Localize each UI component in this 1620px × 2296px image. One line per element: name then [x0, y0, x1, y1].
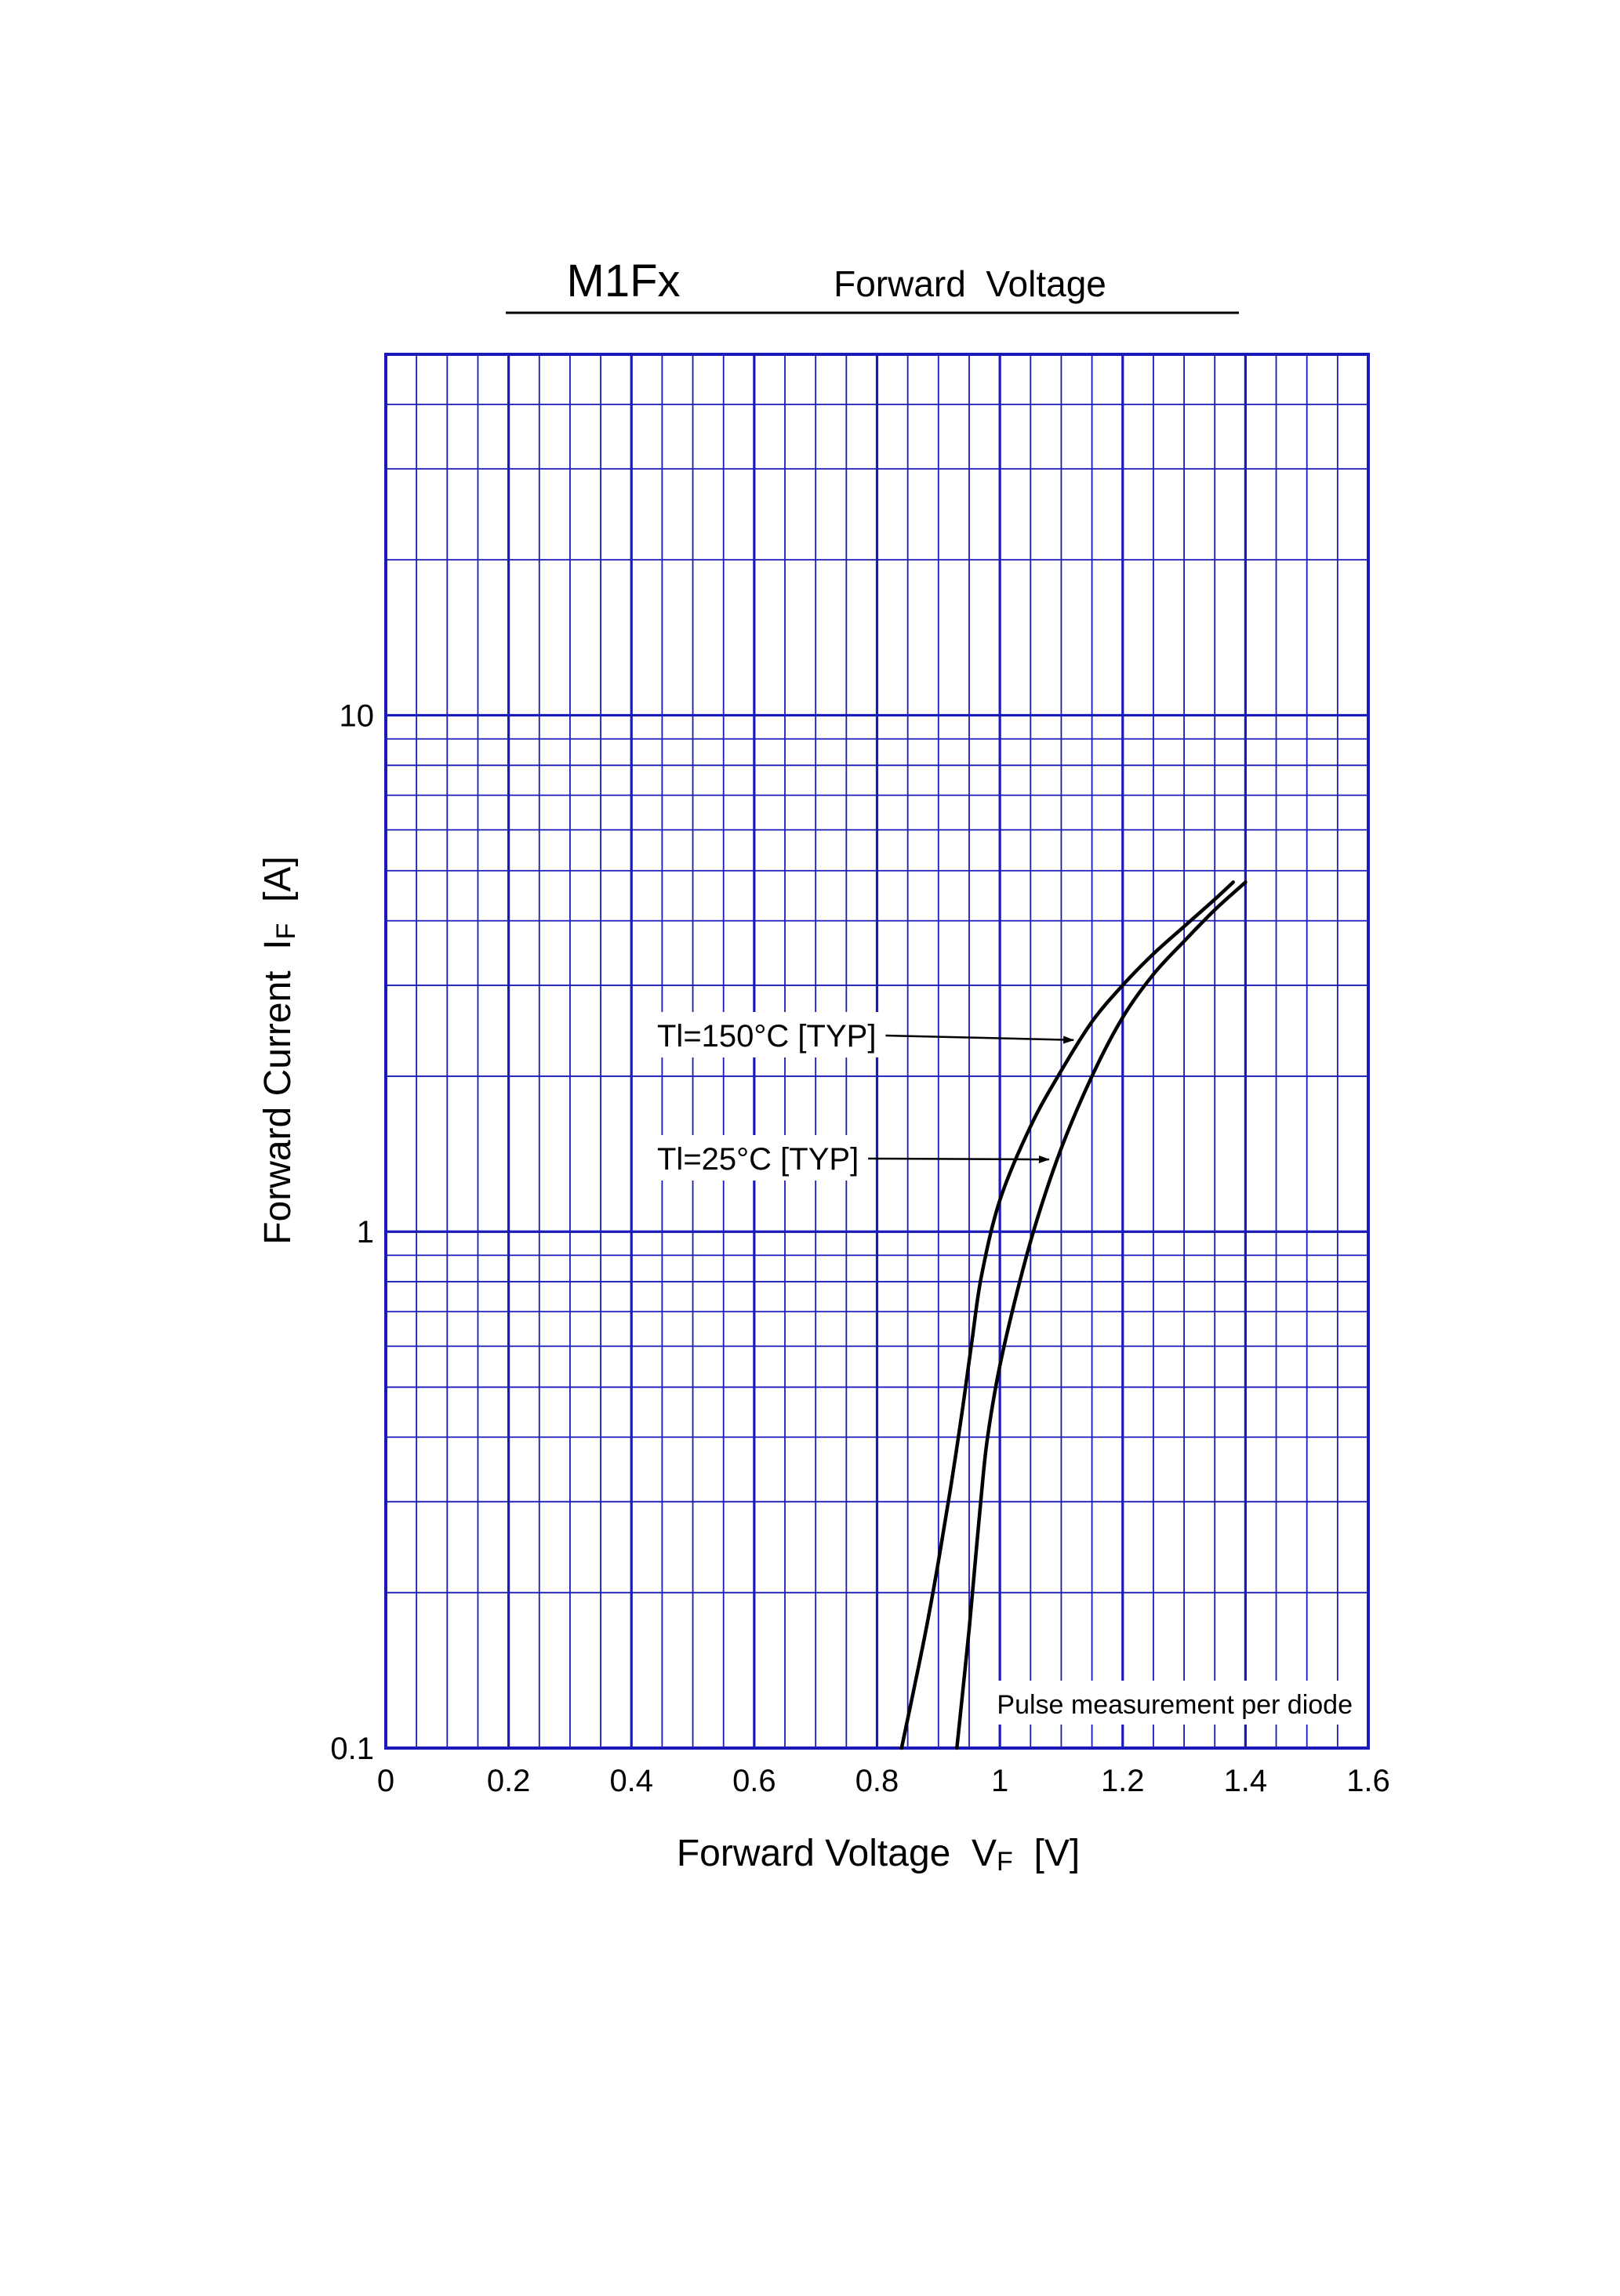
x-axis-label-unit: [V] [1033, 1833, 1080, 1874]
y-axis-label-sub: F [271, 923, 301, 940]
x-tick-label: 0.2 [487, 1764, 531, 1798]
annotation-layer: Tl=150°C [TYP] Tl=25°C [TYP] Pulse measure… [651, 1012, 1362, 1725]
chart-subtitle: Forward Voltage [834, 263, 1106, 304]
y-axis-label-main: Forward Current I [257, 939, 299, 1244]
series-line-1 [955, 880, 1248, 1750]
x-tick-label: 1.2 [1101, 1764, 1145, 1798]
annotation-label: Tl=25°C [TYP] [657, 1142, 859, 1177]
x-tick-label: 0.6 [732, 1764, 776, 1798]
pulse-measurement-note: Pulse measurement per diode [997, 1690, 1353, 1720]
series-line-0 [899, 880, 1235, 1750]
y-tick-label: 10 [340, 698, 375, 733]
x-tick-label: 0.4 [609, 1764, 653, 1798]
x-axis-label: Forward Voltage VF [V] [677, 1833, 1080, 1877]
note-bg [987, 1681, 1362, 1725]
x-tick-label: 1.4 [1224, 1764, 1268, 1798]
x-axis-label-sub: F [997, 1847, 1013, 1877]
annotation-label: Tl=150°C [TYP] [657, 1019, 876, 1054]
x-tick-label: 1.6 [1346, 1764, 1390, 1798]
annotation-arrow [885, 1034, 1075, 1044]
chart-title: M1Fx [567, 256, 681, 306]
x-tick-label: 1 [991, 1764, 1008, 1798]
y-tick-label: 0.1 [330, 1732, 374, 1766]
tick-labels: 0 0.2 0.4 0.6 0.8 1 1.2 1.4 1.6 0.1 1 10 [330, 698, 1389, 1798]
y-tick-label: 1 [357, 1215, 374, 1250]
annotation-label-bg [651, 1012, 883, 1057]
x-tick-label: 0.8 [855, 1764, 899, 1798]
x-axis-label-main: Forward Voltage V [677, 1833, 997, 1874]
x-tick-label: 0 [377, 1764, 394, 1798]
y-axis-label: Forward Current IF [A] [257, 856, 301, 1245]
y-axis-label-unit: [A] [257, 856, 299, 902]
plot-frame [384, 353, 1370, 1750]
series-layer [899, 880, 1248, 1750]
annotation-label-bg [651, 1135, 866, 1181]
